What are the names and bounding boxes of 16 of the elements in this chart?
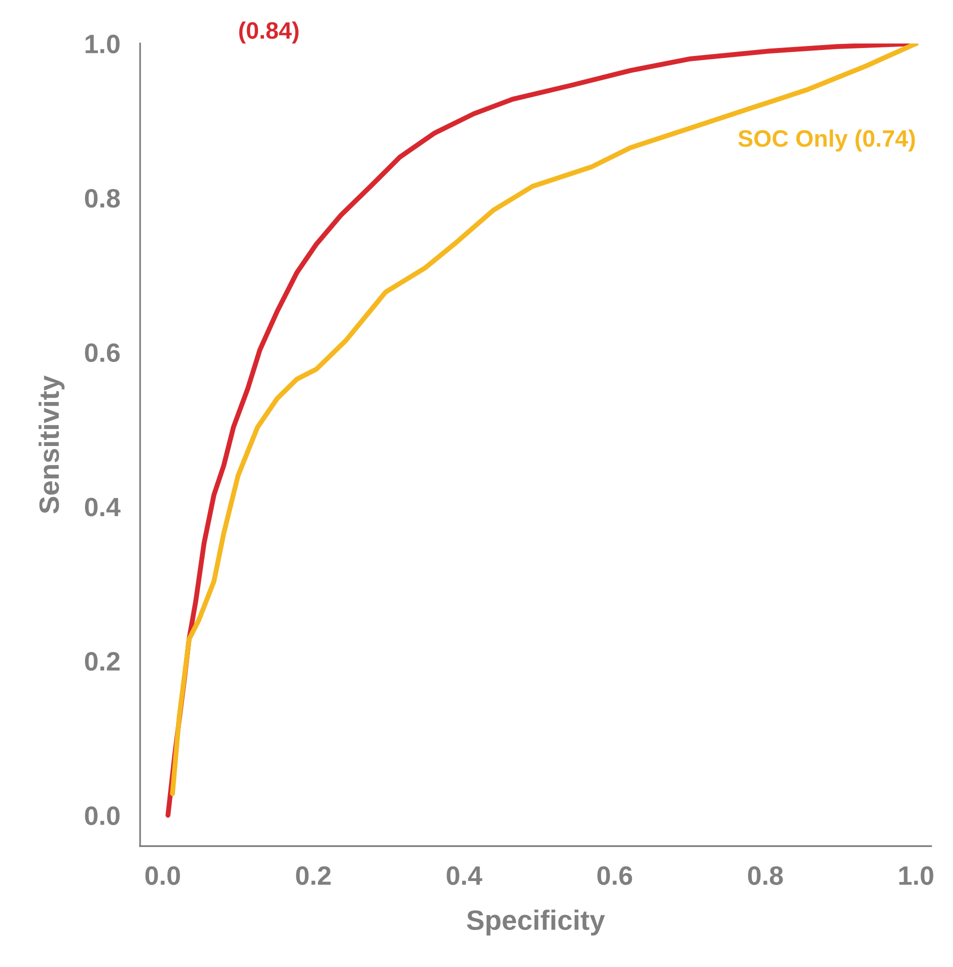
x-tick-label: 0.6 bbox=[597, 866, 632, 885]
text: (0.84) bbox=[239, 22, 299, 44]
x-tick-label: 0.8 bbox=[748, 866, 783, 885]
x-axis-title: Specificity bbox=[466, 910, 605, 936]
series-label: SOC Only (0.74) bbox=[738, 130, 915, 152]
x-tick-label: 0.2 bbox=[296, 866, 331, 885]
x-tick-label: 1.0 bbox=[899, 866, 934, 885]
y-tick-label: 0.2 bbox=[85, 652, 120, 671]
y-tick-label: 0.8 bbox=[85, 189, 120, 208]
y-tick-label: 0.4 bbox=[85, 498, 121, 516]
y-tick-label: 1.0 bbox=[86, 34, 120, 54]
y-tick-label: 0.0 bbox=[85, 806, 120, 826]
x-tick-label: 0.0 bbox=[145, 866, 180, 885]
y-tick-label: 0.6 bbox=[85, 343, 120, 362]
x-tick-label: 0.4 bbox=[446, 866, 482, 885]
y-axis-title: Sensitivity bbox=[38, 375, 65, 514]
